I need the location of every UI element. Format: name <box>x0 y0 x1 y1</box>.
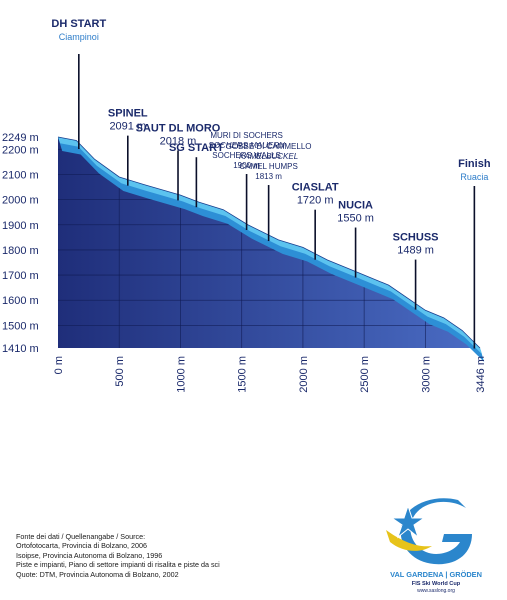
slope-edge-line <box>57 136 481 349</box>
y-tick-label: 2249 m <box>2 132 39 144</box>
annotation-label: 1813 m <box>255 172 282 181</box>
x-tick-label: 2500 m <box>359 356 371 393</box>
y-tick-label: 2200 m <box>2 144 39 156</box>
annotation-group: DH START Ciampinoi <box>51 18 106 150</box>
y-tick-label: 1900 m <box>2 220 39 232</box>
logo-swoosh <box>386 530 432 551</box>
source-line: Piste e impianti, Piano di settore impia… <box>16 560 220 570</box>
y-tick-label: 1410 m <box>2 343 39 355</box>
annotation-label: DH START <box>51 18 106 30</box>
annotation-label: KAMELBUCKEL <box>239 152 298 161</box>
annotation-label: SG START <box>169 142 224 154</box>
y-tick-label: 1800 m <box>2 245 39 257</box>
x-tick-label: 3446 m <box>475 356 487 393</box>
annotation-label: MURI DI SOCHERS <box>210 131 282 140</box>
annotation-sublabel: Ciampinoi <box>59 32 99 42</box>
annotation-label: SOCHERS WALLS <box>212 151 281 160</box>
x-tick-label: 1500 m <box>237 356 249 393</box>
star-icon <box>390 504 426 539</box>
annotation-label: CIASLAT <box>292 182 339 194</box>
val-gardena-logo: VAL GARDENA | GRÖDEN FIS Ski World Cup w… <box>386 498 482 594</box>
annotation-label: SAUT DL MORO <box>136 122 221 134</box>
annotation-label: 1720 m <box>297 195 334 207</box>
annotation-label: CAMEL HUMPS <box>239 162 297 171</box>
x-tick-label: 1000 m <box>175 356 187 393</box>
source-line: Quote: DTM, Provincia Autonoma di Bolzan… <box>16 569 179 579</box>
source-line: Fonte dei dati / Quellenangabe / Source: <box>16 532 146 541</box>
source-line: Isoipse, Provincia Autonoma di Bolzano, … <box>16 550 163 560</box>
annotation-label: GOBBE DI CAMMELLO <box>226 142 312 151</box>
annotation-group: SG START <box>169 142 224 208</box>
x-tick-label: 500 m <box>114 356 126 387</box>
annotation-label: NUCIA <box>338 200 373 212</box>
y-tick-label: 2100 m <box>2 169 39 181</box>
logo-url: www.saslong.org <box>417 588 455 594</box>
y-tick-label: 1600 m <box>2 295 39 307</box>
annotation-label: SPINEL <box>108 108 148 120</box>
x-tick-label: 3000 m <box>420 356 432 393</box>
source-line: Ortofotocarta, Provincia di Bolzano, 200… <box>16 541 148 551</box>
annotation-label: 2018 m <box>160 135 197 147</box>
x-tick-label: 2000 m <box>298 356 310 393</box>
annotation-group: Finish Ruacia <box>458 158 491 349</box>
annotation-label: SOCHERS MAUERN <box>208 141 285 150</box>
y-tick-label: 2000 m <box>2 195 39 207</box>
logo-name: VAL GARDENA | GRÖDEN <box>390 570 482 579</box>
annotation-label: 1489 m <box>397 245 434 257</box>
slope-band-top <box>58 137 483 355</box>
annotation-label: 1900 m <box>233 161 260 170</box>
x-tick-label: 0 m <box>53 356 65 374</box>
y-tick-label: 1500 m <box>2 320 39 332</box>
y-tick-label: 1700 m <box>2 270 39 282</box>
annotation-label: Finish <box>458 158 491 170</box>
annotation-label: 2091 m <box>109 121 146 133</box>
annotation-label: 1550 m <box>337 213 374 225</box>
logo-event: FIS Ski World Cup <box>412 581 461 587</box>
annotation-sublabel: Ruacia <box>460 172 488 182</box>
data-sources: Fonte dei dati / Quellenangabe / Source:… <box>16 532 220 579</box>
annotation-label: SCHUSS <box>393 232 439 244</box>
